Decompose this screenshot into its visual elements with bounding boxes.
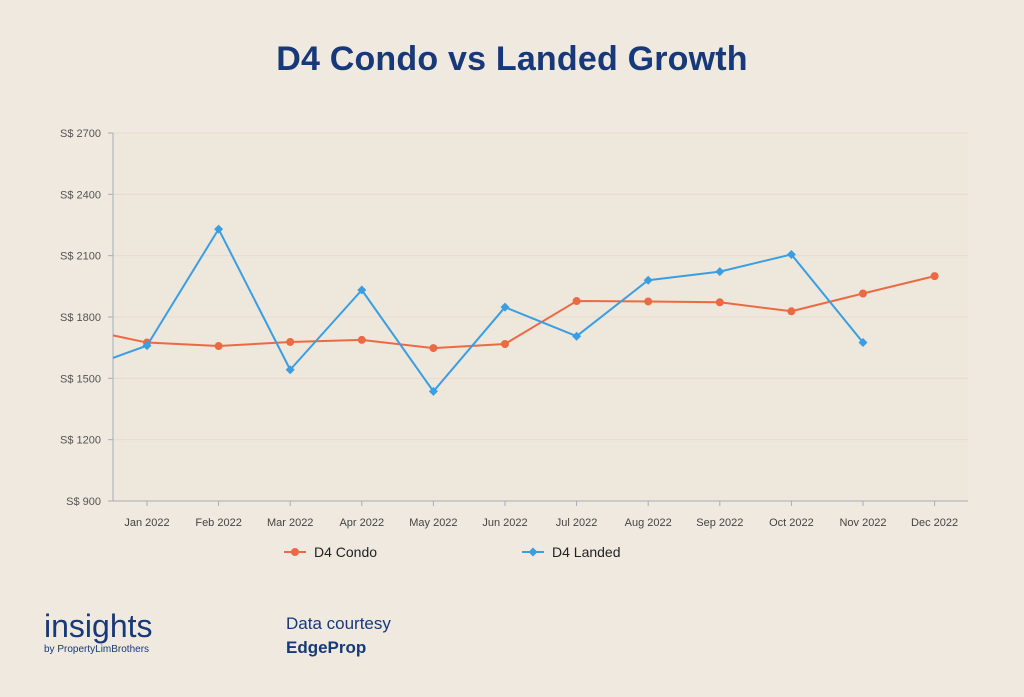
legend-condo-label: D4 Condo [314,544,378,560]
data-point-d4-condo[interactable] [644,297,653,306]
data-point-d4-landed[interactable] [142,341,152,351]
x-tick-label: Dec 2022 [911,517,958,529]
y-tick-label: S$ 900 [66,496,101,508]
data-point-d4-landed[interactable] [428,386,438,396]
brand-sub-text: by PropertyLimBrothers [44,644,150,655]
credit-line-1: Data courtesy [286,614,391,633]
x-tick-label: Oct 2022 [769,517,814,529]
x-tick-label: Mar 2022 [267,517,313,529]
data-point-d4-condo[interactable] [501,339,509,348]
y-tick-label: S$ 1800 [60,312,101,324]
credit-line-2: EdgeProp [286,638,367,657]
x-tick-label: Jun 2022 [482,517,527,529]
x-tick-label: Apr 2022 [339,517,384,529]
data-point-d4-landed[interactable] [572,331,582,341]
data-point-d4-landed[interactable] [858,338,868,348]
data-point-d4-condo[interactable] [572,297,581,306]
legend-condo-marker [284,548,306,556]
data-point-d4-landed[interactable] [786,249,796,259]
x-tick-label: Nov 2022 [839,517,886,529]
y-tick-label: S$ 2700 [60,128,101,140]
data-point-d4-condo[interactable] [787,307,796,316]
data-point-d4-landed[interactable] [214,224,224,234]
data-point-d4-landed[interactable] [715,267,725,277]
x-tick-label: Feb 2022 [195,517,241,529]
data-point-d4-condo[interactable] [357,335,366,344]
series-group [112,224,939,396]
legend-item-landed[interactable]: D4 Landed [522,544,621,560]
y-axis-ticks: S$ 900 S$ 1200 S$ 1500 S$ 1800 S$ 2100 S$ 240… [60,128,113,508]
y-tick-label: S$ 1200 [60,435,101,447]
series-line-d4-landed [112,228,864,393]
data-point-d4-condo[interactable] [429,344,438,353]
data-point-d4-landed[interactable] [500,302,510,312]
x-tick-label: Sep 2022 [696,517,743,529]
data-point-d4-landed[interactable] [643,275,653,285]
data-point-d4-condo[interactable] [286,337,295,346]
legend-item-condo[interactable]: D4 Condo [284,544,377,560]
legend-landed-marker [522,547,544,557]
legend-landed-label: D4 Landed [552,544,621,560]
data-credit: Data courtesy EdgeProp [286,614,391,658]
brand-logo: insights by PropertyLimBrothers [44,610,153,655]
data-point-d4-condo[interactable] [214,342,223,351]
data-point-d4-landed[interactable] [357,285,367,295]
x-tick-label: Aug 2022 [625,517,672,529]
y-tick-label: S$ 2100 [60,251,101,263]
x-tick-label: Jan 2022 [124,517,169,529]
x-tick-label: May 2022 [409,517,457,529]
y-tick-label: S$ 2400 [60,189,101,201]
page-title: D4 Condo vs Landed Growth [276,40,748,78]
data-point-d4-landed[interactable] [285,365,295,375]
data-point-d4-condo[interactable] [930,272,939,281]
brand-main-text: insights [44,608,153,644]
data-point-d4-condo[interactable] [715,298,724,307]
x-tick-label: Jul 2022 [556,517,598,529]
x-axis-ticks: Jan 2022 Feb 2022 Mar 2022 Apr 2022 May 2022… [124,501,958,529]
y-tick-label: S$ 1500 [60,373,101,385]
data-point-d4-condo[interactable] [859,289,867,298]
